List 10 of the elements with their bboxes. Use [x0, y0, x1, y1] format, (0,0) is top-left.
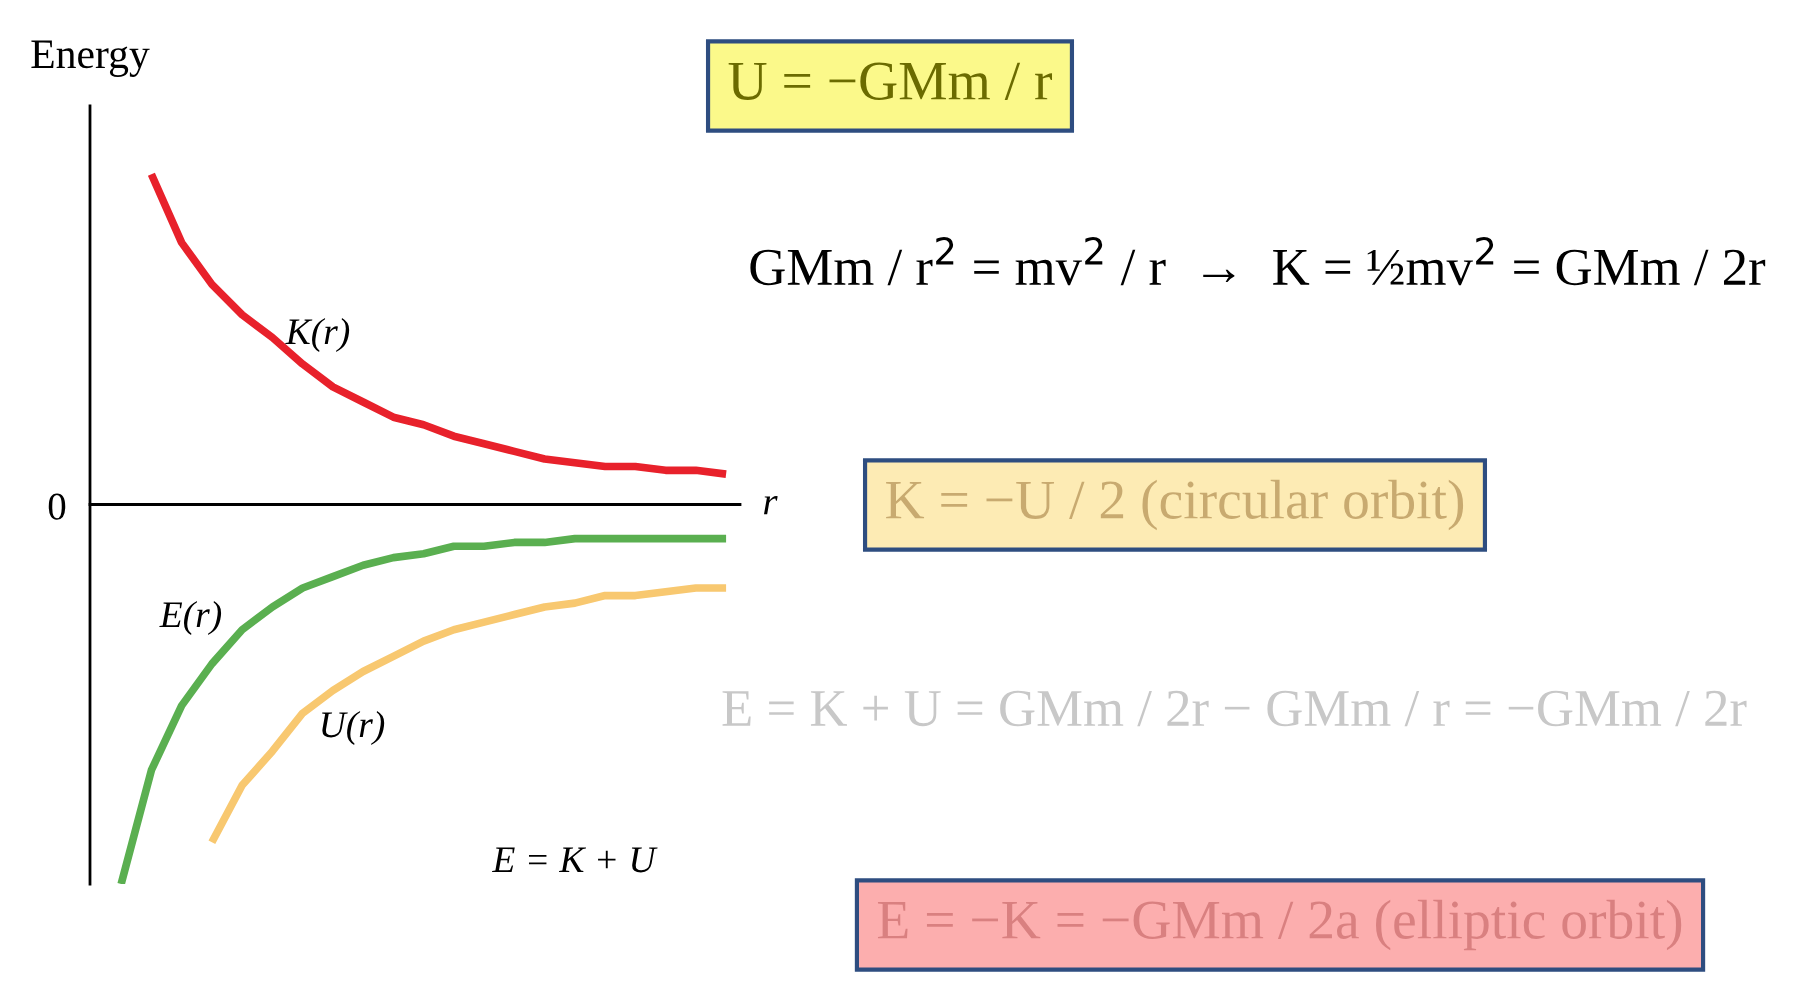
- series-label: E(r): [159, 601, 222, 635]
- text: U = −GMm / r: [728, 62, 1053, 100]
- annotation: E = K + U: [492, 847, 658, 873]
- text: K = −U / 2 (circular orbit): [886, 479, 1464, 531]
- text: GMm / r$^{2}$ = mv$^{2}$ / r → K = ½mv$^{2}$ = GMm / 2r: [750, 237, 1766, 286]
- series-label: U(r): [322, 711, 385, 745]
- text: 0: [48, 493, 66, 520]
- series-label: K(r): [285, 318, 350, 352]
- y-axis-title: Energy: [31, 40, 150, 77]
- x-axis-title: r: [764, 496, 778, 515]
